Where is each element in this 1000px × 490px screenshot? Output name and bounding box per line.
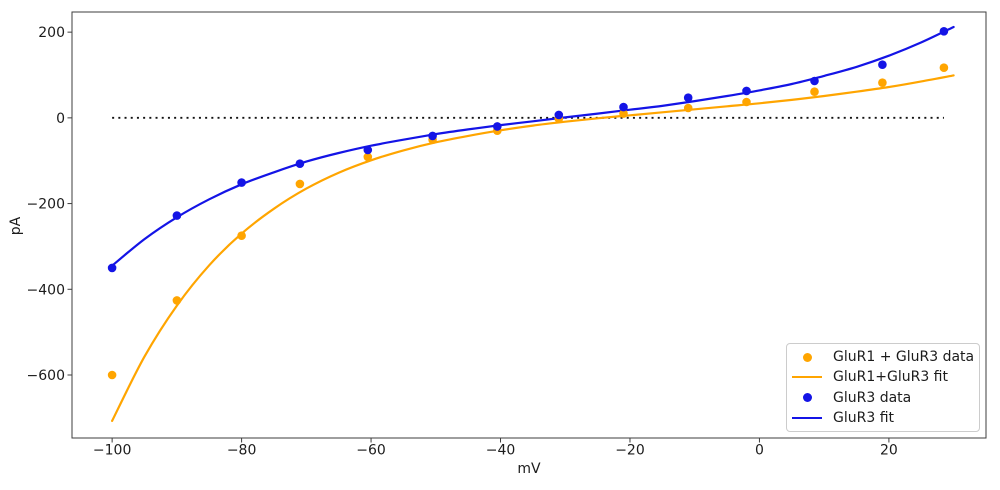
data-point — [107, 370, 117, 380]
dot-swatch — [802, 352, 812, 362]
data-point — [295, 159, 305, 168]
y-axis-label: pA — [8, 216, 24, 236]
data-point — [237, 231, 246, 240]
glur3-data-points — [107, 27, 949, 273]
data-point — [939, 27, 949, 36]
data-point — [939, 63, 949, 72]
data-point — [363, 152, 373, 162]
data-point — [295, 179, 305, 189]
data-point — [742, 86, 751, 96]
data-point — [554, 110, 564, 120]
legend-dot-marker — [792, 393, 822, 403]
x-tick-label: 0 — [755, 443, 764, 459]
y-tick-label: 200 — [38, 25, 65, 41]
x-tick-label: 20 — [880, 443, 898, 459]
y-tick-label: −600 — [27, 368, 65, 384]
legend-label: GluR1+GluR3 fit — [833, 369, 948, 386]
legend-line-marker — [792, 416, 822, 419]
legend-label: GluR3 fit — [833, 409, 895, 426]
y-tick-label: −400 — [27, 282, 65, 298]
data-point — [742, 97, 751, 107]
data-point — [493, 122, 502, 131]
data-point — [363, 145, 373, 155]
data-point — [878, 78, 887, 87]
data-point — [107, 263, 117, 273]
dot-swatch — [802, 393, 812, 403]
data-point — [810, 87, 819, 96]
line-swatch — [792, 416, 822, 419]
glur1-glur3-fit-curve — [111, 74, 955, 422]
data-points-group — [107, 27, 949, 380]
legend-entry: GluR3 data — [787, 388, 979, 408]
legend-entry: GluR1 + GluR3 data — [787, 347, 979, 367]
legend-label: GluR3 data — [833, 389, 912, 406]
data-point — [878, 60, 887, 69]
data-point — [428, 131, 437, 141]
data-point — [683, 103, 693, 113]
y-tick-label: 0 — [56, 111, 65, 127]
data-point — [619, 109, 628, 118]
legend-entry: GluR1+GluR3 fit — [787, 367, 979, 387]
x-tick-label: −60 — [356, 443, 386, 459]
data-point — [683, 93, 693, 102]
legend-label: GluR1 + GluR3 data — [833, 349, 975, 366]
data-point — [172, 296, 182, 305]
x-axis-label: mV — [517, 461, 541, 477]
x-tick-label: −40 — [486, 443, 516, 459]
data-point — [810, 76, 819, 86]
glur1-glur3-data-points — [107, 63, 949, 380]
plot-border — [71, 11, 987, 439]
legend-line-marker — [792, 376, 822, 379]
x-tick-label: −80 — [227, 443, 257, 459]
line-swatch — [792, 376, 822, 379]
data-point — [237, 178, 246, 187]
x-tick-label: −20 — [615, 443, 645, 459]
legend-entry: GluR3 fit — [787, 408, 979, 428]
glur3-fit-curve — [111, 25, 955, 267]
y-tick-label: −200 — [27, 197, 65, 213]
legend: GluR1 + GluR3 data GluR1+GluR3 fit GluR3 d… — [786, 343, 980, 432]
data-point — [619, 102, 628, 112]
x-tick-label: −100 — [93, 443, 131, 459]
data-point — [172, 211, 182, 220]
legend-dot-marker — [792, 352, 822, 362]
